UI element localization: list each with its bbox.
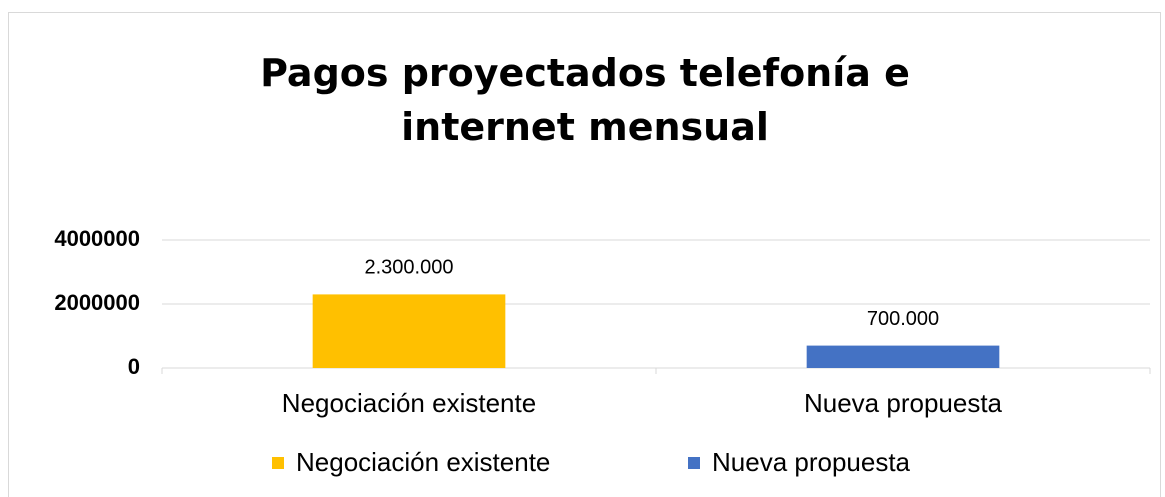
chart-title: Pagos proyectados telefonía e internet m… <box>260 51 910 149</box>
bar <box>806 345 1000 368</box>
legend-label: Nueva propuesta <box>712 447 911 477</box>
y-tick-label: 4000000 <box>54 226 140 251</box>
legend-swatch <box>272 457 284 469</box>
chart-frame <box>8 12 1161 497</box>
bar <box>312 294 506 368</box>
legend-swatch <box>688 457 700 469</box>
y-tick-label: 0 <box>128 354 140 379</box>
legend-label: Negociación existente <box>296 447 550 477</box>
value-label: 2.300.000 <box>365 257 454 279</box>
y-tick-label: 2000000 <box>54 290 140 315</box>
x-tick-label: Nueva propuesta <box>804 388 1003 418</box>
x-tick-label: Negociación existente <box>282 388 536 418</box>
value-label: 700.000 <box>867 308 939 330</box>
